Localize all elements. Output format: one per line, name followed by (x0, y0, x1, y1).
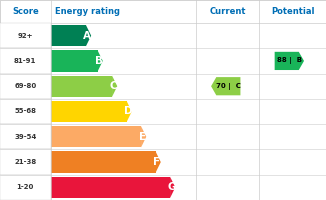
Polygon shape (86, 25, 91, 46)
Text: Energy rating: Energy rating (55, 7, 120, 16)
Polygon shape (170, 177, 175, 198)
Polygon shape (141, 126, 146, 147)
Text: Score: Score (12, 7, 39, 16)
Text: G: G (167, 182, 176, 192)
Polygon shape (156, 151, 161, 173)
Bar (51, 76, 112, 97)
Text: 55-68: 55-68 (14, 108, 36, 114)
Bar (0, 74, 51, 99)
Text: 69-80: 69-80 (14, 83, 37, 89)
Text: 21-38: 21-38 (14, 159, 37, 165)
Polygon shape (97, 50, 103, 72)
Text: 88 |  B: 88 | B (277, 57, 302, 64)
Bar (51, 177, 170, 198)
Text: C: C (110, 81, 117, 91)
Bar (0, 175, 51, 200)
Polygon shape (126, 101, 132, 122)
Text: Current: Current (209, 7, 245, 16)
Text: 1-20: 1-20 (17, 184, 34, 190)
Polygon shape (275, 52, 304, 70)
Bar (0, 99, 51, 124)
Text: 39-54: 39-54 (14, 134, 37, 140)
Bar (51, 50, 97, 72)
Text: A: A (83, 31, 91, 41)
Polygon shape (112, 76, 117, 97)
Bar (51, 101, 126, 122)
Bar (0, 149, 51, 175)
Text: 81-91: 81-91 (14, 58, 37, 64)
Polygon shape (211, 77, 240, 95)
Bar (0, 48, 51, 74)
Text: 92+: 92+ (18, 33, 33, 39)
Bar (0, 0, 326, 23)
Bar (0, 124, 51, 149)
Bar (51, 25, 86, 46)
Text: E: E (139, 132, 146, 142)
Text: B: B (95, 56, 103, 66)
Bar (51, 126, 141, 147)
Bar (51, 151, 156, 173)
Text: D: D (124, 106, 132, 116)
Text: F: F (153, 157, 160, 167)
Bar (0, 23, 51, 48)
Text: 70 |  C: 70 | C (216, 83, 241, 90)
Text: Potential: Potential (271, 7, 314, 16)
